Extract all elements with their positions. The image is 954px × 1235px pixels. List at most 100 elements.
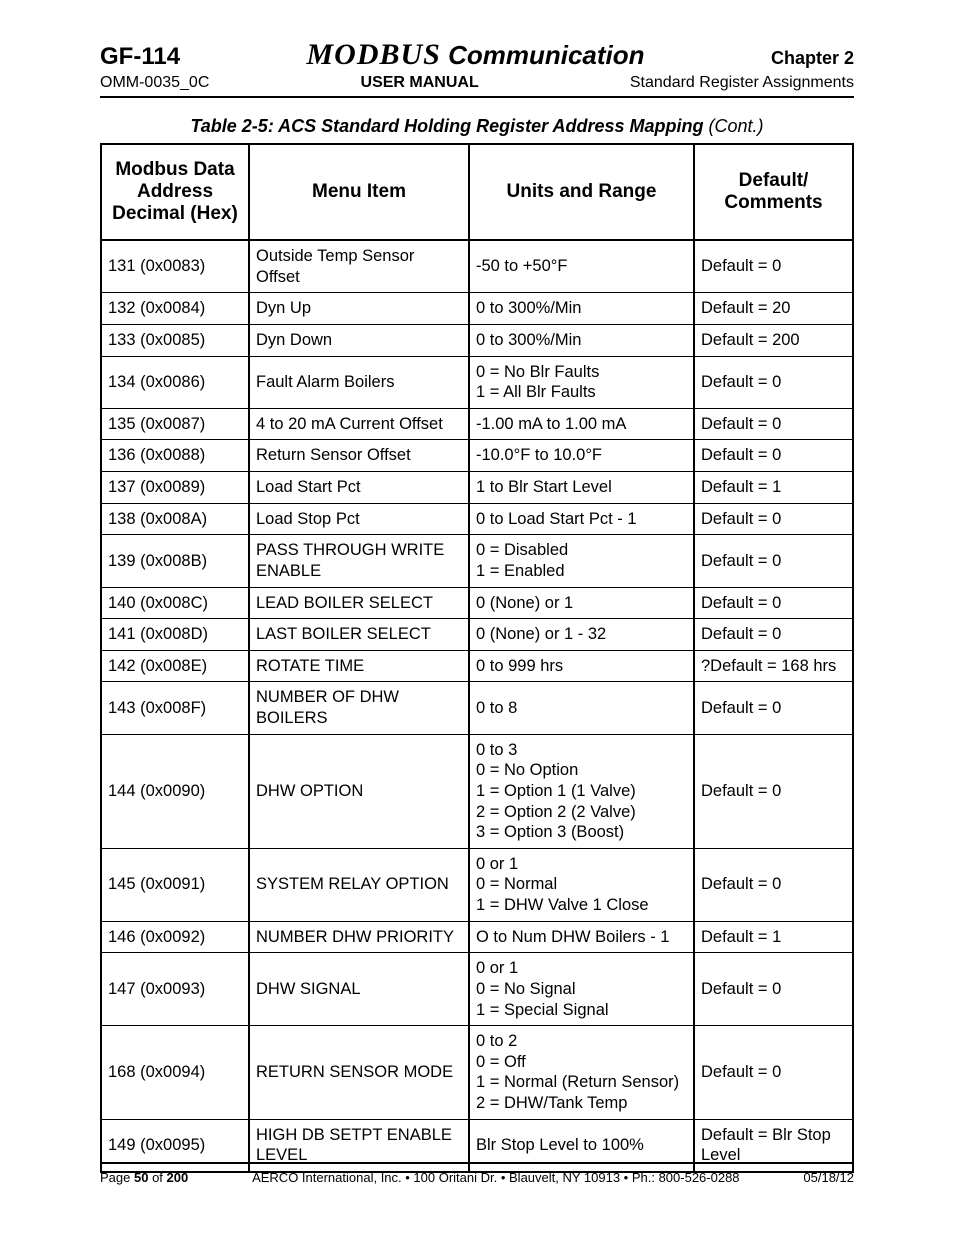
table-row: 140 (0x008C)LEAD BOILER SELECT0 (None) o… [101,587,853,619]
cell-default: Default = 0 [694,848,853,921]
cell-menu: PASS THROUGH WRITE ENABLE [249,535,469,587]
cell-default: ?Default = 168 hrs [694,650,853,682]
table-row: 147 (0x0093)DHW SIGNAL0 or 10 = No Signa… [101,953,853,1026]
cell-menu: NUMBER DHW PRIORITY [249,921,469,953]
title-wrap: MODBUS Communication [180,38,771,72]
chapter-label: Chapter 2 [771,48,854,69]
cell-menu: SYSTEM RELAY OPTION [249,848,469,921]
cell-address: 146 (0x0092) [101,921,249,953]
footer-page-mid: of [148,1170,166,1185]
cell-range: 0 to 30 = No Option1 = Option 1 (1 Valve… [469,734,694,848]
cell-address: 136 (0x0088) [101,440,249,472]
table-row: 142 (0x008E)ROTATE TIME0 to 999 hrs?Defa… [101,650,853,682]
register-table: Modbus Data Address Decimal (Hex) Menu I… [100,143,854,1173]
cell-range: 0 to 20 = Off1 = Normal (Return Sensor)2… [469,1026,694,1120]
col-header-default-l2: Comments [724,192,822,213]
cell-range: 0 or 10 = No Signal1 = Special Signal [469,953,694,1026]
table-row: 131 (0x0083)Outside Temp Sensor Offset-5… [101,240,853,293]
cell-default: Default = 0 [694,587,853,619]
table-row: 137 (0x0089)Load Start Pct1 to Blr Start… [101,472,853,504]
table-caption-bold: Table 2-5: ACS Standard Holding Register… [190,116,703,136]
col-header-address: Modbus Data Address Decimal (Hex) [101,144,249,240]
table-row: 135 (0x0087)4 to 20 mA Current Offset-1.… [101,408,853,440]
cell-menu: DHW SIGNAL [249,953,469,1026]
table-row: 136 (0x0088)Return Sensor Offset-10.0°F … [101,440,853,472]
cell-default: Default = 0 [694,240,853,293]
table-header-row: Modbus Data Address Decimal (Hex) Menu I… [101,144,853,240]
cell-default: Default = 0 [694,619,853,651]
cell-default: Default = 20 [694,293,853,325]
cell-default: Default = 0 [694,535,853,587]
cell-address: 134 (0x0086) [101,356,249,408]
cell-range: 0 or 10 = Normal1 = DHW Valve 1 Close [469,848,694,921]
cell-address: 145 (0x0091) [101,848,249,921]
cell-range: -10.0°F to 10.0°F [469,440,694,472]
cell-menu: Load Start Pct [249,472,469,504]
cell-default: Default = 0 [694,356,853,408]
col-header-range: Units and Range [469,144,694,240]
cell-address: 140 (0x008C) [101,587,249,619]
footer-page-total: 200 [167,1170,189,1185]
cell-range: 1 to Blr Start Level [469,472,694,504]
cell-default: Default = 200 [694,324,853,356]
table-caption-tail: (Cont.) [704,116,764,136]
doc-gf: GF-114 [100,43,180,71]
cell-default: Default = 0 [694,734,853,848]
cell-menu: NUMBER OF DHW BOILERS [249,682,469,734]
cell-range: 0 (None) or 1 [469,587,694,619]
cell-range: 0 to 300%/Min [469,324,694,356]
cell-address: 138 (0x008A) [101,503,249,535]
cell-range: 0 (None) or 1 - 32 [469,619,694,651]
col-header-address-l1: Modbus Data [115,159,234,180]
table-row: 143 (0x008F)NUMBER OF DHW BOILERS0 to 8D… [101,682,853,734]
cell-menu: DHW OPTION [249,734,469,848]
cell-menu: Return Sensor Offset [249,440,469,472]
cell-address: 143 (0x008F) [101,682,249,734]
cell-address: 135 (0x0087) [101,408,249,440]
cell-menu: Fault Alarm Boilers [249,356,469,408]
table-row: 145 (0x0091)SYSTEM RELAY OPTION0 or 10 =… [101,848,853,921]
cell-address: 142 (0x008E) [101,650,249,682]
cell-default: Default = 0 [694,953,853,1026]
cell-range: -1.00 mA to 1.00 mA [469,408,694,440]
table-row: 132 (0x0084)Dyn Up0 to 300%/MinDefault =… [101,293,853,325]
cell-menu: Dyn Down [249,324,469,356]
cell-default: Default = 0 [694,440,853,472]
cell-default: Default = 0 [694,1026,853,1120]
table-row: 133 (0x0085)Dyn Down0 to 300%/MinDefault… [101,324,853,356]
cell-menu: ROTATE TIME [249,650,469,682]
footer-page: Page 50 of 200 [100,1170,188,1185]
cell-range: 0 to 8 [469,682,694,734]
cell-menu: LEAD BOILER SELECT [249,587,469,619]
cell-default: Default = 0 [694,682,853,734]
page-container: GF-114 MODBUS Communication Chapter 2 OM… [0,0,954,1173]
page-footer: Page 50 of 200 AERCO International, Inc.… [100,1162,854,1185]
section-subtitle: Standard Register Assignments [630,74,854,92]
table-row: 141 (0x008D)LAST BOILER SELECT0 (None) o… [101,619,853,651]
cell-address: 137 (0x0089) [101,472,249,504]
footer-page-num: 50 [134,1170,148,1185]
cell-range: -50 to +50°F [469,240,694,293]
cell-address: 144 (0x0090) [101,734,249,848]
cell-range: 0 to Load Start Pct - 1 [469,503,694,535]
table-row: 146 (0x0092)NUMBER DHW PRIORITYO to Num … [101,921,853,953]
cell-menu: 4 to 20 mA Current Offset [249,408,469,440]
cell-address: 131 (0x0083) [101,240,249,293]
cell-menu: Dyn Up [249,293,469,325]
cell-menu: Load Stop Pct [249,503,469,535]
table-row: 138 (0x008A)Load Stop Pct0 to Load Start… [101,503,853,535]
cell-range: 0 to 999 hrs [469,650,694,682]
header-row-1: GF-114 MODBUS Communication Chapter 2 [100,38,854,72]
table-row: 134 (0x0086)Fault Alarm Boilers0 = No Bl… [101,356,853,408]
doc-number: OMM-0035_0C [100,74,209,92]
table-row: 139 (0x008B)PASS THROUGH WRITE ENABLE0 =… [101,535,853,587]
cell-address: 133 (0x0085) [101,324,249,356]
title-communication: Communication [441,40,645,70]
cell-default: Default = 0 [694,408,853,440]
cell-address: 139 (0x008B) [101,535,249,587]
cell-menu: Outside Temp Sensor Offset [249,240,469,293]
cell-address: 168 (0x0094) [101,1026,249,1120]
cell-menu: RETURN SENSOR MODE [249,1026,469,1120]
col-header-menu: Menu Item [249,144,469,240]
user-manual-label: USER MANUAL [209,74,630,92]
